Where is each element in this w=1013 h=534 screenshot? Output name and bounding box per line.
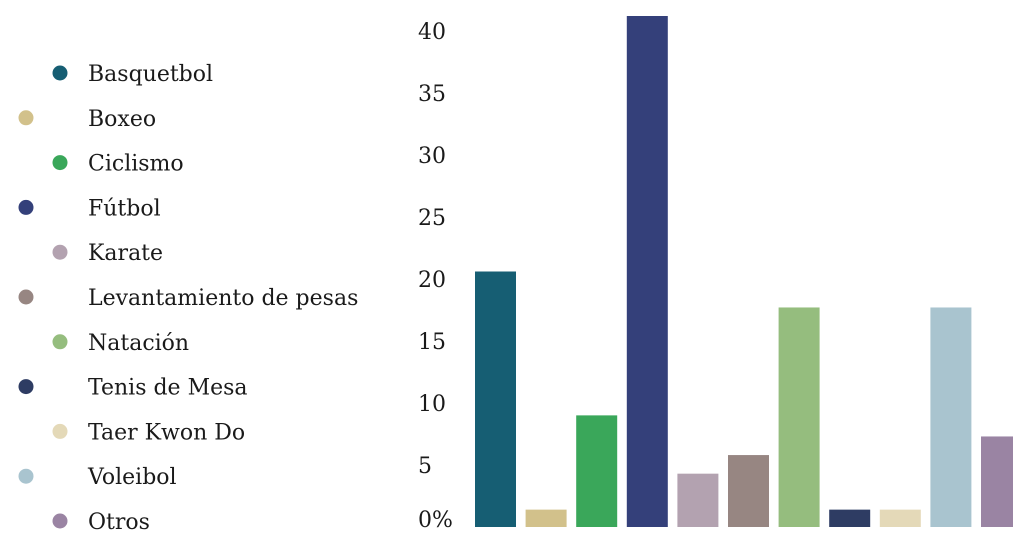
bar-voleibol: [930, 307, 972, 527]
legend-label: Karate: [88, 241, 163, 266]
legend-swatch: [52, 65, 68, 81]
bar-series: [475, 16, 1013, 527]
bar-otros: [981, 436, 1013, 527]
legend-swatch: [18, 199, 34, 215]
legend-label: Taer Kwon Do: [88, 420, 245, 445]
legend-swatch: [52, 155, 68, 171]
legend-label: Basquetbol: [88, 62, 213, 87]
y-tick-label: 10: [418, 392, 446, 417]
legend-label: Tenis de Mesa: [88, 376, 248, 401]
legend-swatch: [18, 468, 34, 484]
legend-item-taer-kwon-do: Taer Kwon Do: [52, 420, 245, 445]
y-tick-label: 40: [418, 20, 446, 45]
legend-label: Voleibol: [87, 465, 177, 490]
bar-karate: [677, 473, 719, 527]
y-tick-label: 35: [418, 82, 446, 107]
y-tick-label: 25: [418, 206, 446, 231]
legend-swatch: [18, 379, 34, 395]
bar-levantamiento-de-pesas: [728, 455, 769, 527]
y-tick-label: 20: [418, 268, 446, 293]
y-tick-label: 5: [418, 454, 432, 479]
legend-label: Boxeo: [88, 107, 156, 132]
legend-item-voleibol: Voleibol: [18, 465, 177, 490]
legend-item-ciclismo: Ciclismo: [52, 152, 184, 177]
y-axis: 0% 5 10 15 20 25 30 35 40: [418, 20, 453, 533]
bar-tenis-de-mesa: [829, 509, 871, 527]
legend-swatch: [52, 334, 68, 350]
bar-futbol: [626, 16, 668, 527]
legend-swatch: [52, 513, 68, 529]
legend-label: Otros: [88, 510, 150, 534]
legend-label: Natación: [88, 331, 189, 356]
bar-boxeo: [525, 509, 567, 527]
legend-item-karate: Karate: [52, 241, 163, 266]
legend-item-levantamiento-de-pesas: Levantamiento de pesas: [18, 286, 358, 311]
legend-swatch: [52, 423, 68, 439]
legend-swatch: [18, 289, 34, 305]
legend-item-tenis-de-mesa: Tenis de Mesa: [18, 376, 248, 401]
legend-item-natacion: Natación: [52, 331, 189, 356]
y-tick-label: 30: [418, 144, 446, 169]
chart-legend: Basquetbol Boxeo Ciclismo Fútbol Karate Levan…: [18, 62, 358, 534]
legend-label: Fútbol: [88, 196, 161, 221]
legend-item-otros: Otros: [52, 510, 150, 534]
legend-swatch: [18, 110, 34, 126]
bar-ciclismo: [576, 415, 618, 527]
legend-item-boxeo: Boxeo: [18, 107, 156, 132]
y-tick-label: 15: [418, 330, 446, 355]
bar-basquetbol: [475, 271, 516, 527]
legend-label: Levantamiento de pesas: [88, 286, 358, 311]
bar-taer-kwon-do: [879, 509, 921, 527]
legend-item-futbol: Fútbol: [18, 196, 161, 221]
bar-natacion: [778, 307, 820, 527]
y-tick-label: 0%: [418, 508, 453, 533]
legend-item-basquetbol: Basquetbol: [52, 62, 213, 87]
legend-label: Ciclismo: [88, 152, 184, 177]
legend-swatch: [52, 244, 68, 260]
